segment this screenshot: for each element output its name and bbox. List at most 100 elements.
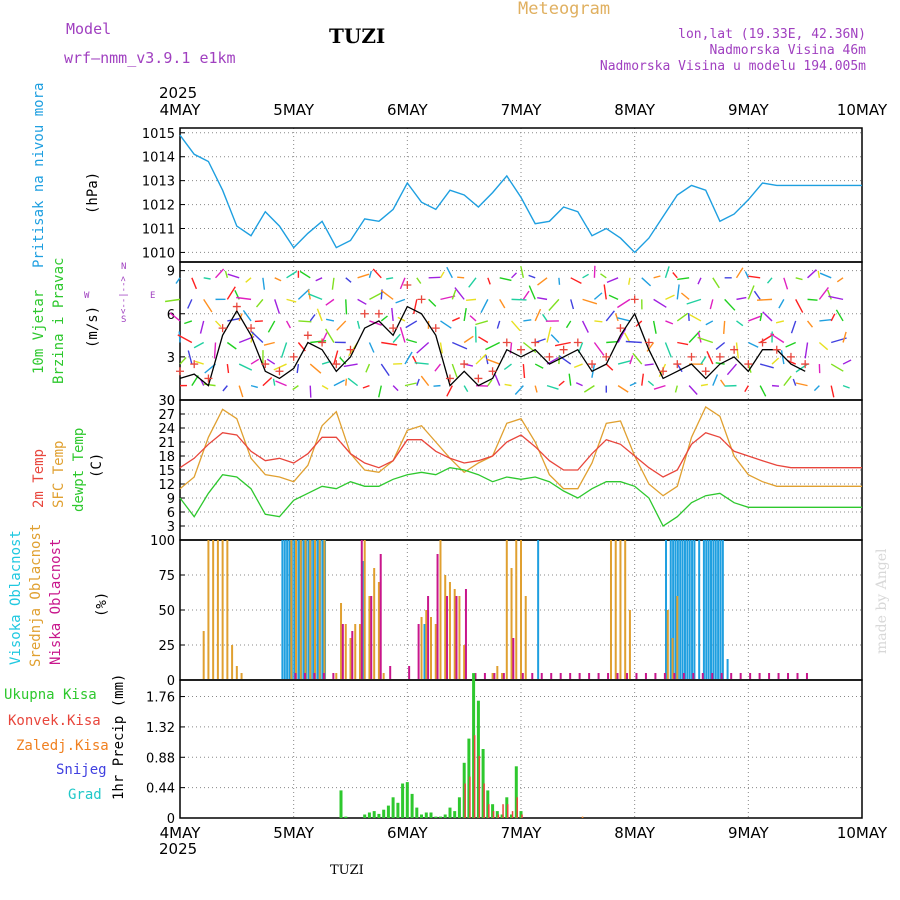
wind-arrow [842, 359, 852, 365]
wind-arrow [614, 313, 619, 322]
wind-arrow [446, 385, 453, 397]
wind-arrow [369, 291, 384, 300]
wind-arrow [771, 357, 780, 365]
temp-unit: (C) [89, 453, 105, 478]
wind-arrow [632, 352, 643, 365]
gust-marker [502, 338, 511, 347]
wind-arrow [573, 363, 583, 369]
wind-arrow [842, 384, 850, 389]
gust-marker [389, 324, 398, 333]
total-precip-bar [462, 762, 466, 818]
wind-arrow [753, 290, 761, 300]
tick-label-cloud: 0 [167, 674, 175, 689]
wind-arrow [759, 385, 767, 397]
gust-marker [744, 360, 753, 369]
pressure-label: Pritisak na nivou mora [31, 83, 47, 268]
tick-label-temp: 18 [158, 450, 175, 465]
wind-arrow [795, 277, 803, 281]
date-label-bottom: 4MAY [160, 824, 202, 842]
wind-arrow [262, 277, 266, 290]
wind-arrow [380, 363, 390, 376]
gust-marker [204, 374, 213, 383]
gust-marker [602, 352, 611, 361]
total-precip-bar [410, 793, 414, 818]
wind-compass: <--|--> N S W E [84, 262, 155, 325]
gust-marker [176, 367, 184, 376]
total-precip-bar [457, 797, 461, 818]
credit-text: made by Angel [874, 548, 890, 654]
gust-marker [559, 345, 568, 354]
wind-arrow [748, 315, 761, 322]
tick-label-precip: 0.44 [146, 782, 175, 797]
wind-arrow [537, 277, 548, 286]
wind-arrow [827, 289, 832, 300]
total-precip-bar [367, 812, 371, 818]
tick-label-wind: 0 [167, 394, 175, 409]
wind-arrow [224, 270, 229, 278]
wind-arrow [756, 298, 773, 301]
wind-arrow [187, 299, 193, 309]
wind-arrow [321, 332, 328, 343]
wind-arrow [629, 382, 637, 387]
wind-arrow [178, 331, 181, 343]
wind-arrow [674, 385, 678, 393]
dewpoint-line [179, 467, 862, 527]
wind-arrow [386, 277, 394, 280]
wind-arrow [783, 375, 792, 387]
wind-arrow [676, 363, 683, 373]
wind-arrow [333, 350, 339, 365]
wind-arrow [836, 277, 844, 283]
wind-arrow [617, 385, 629, 393]
date-label-top: 4MAY [160, 101, 202, 119]
convective-precip-bar [464, 783, 466, 818]
wind-arrow [496, 320, 501, 329]
wind-arrow [333, 379, 345, 387]
meteogram-title: Meteogram [518, 0, 610, 19]
wind-arrow [646, 342, 655, 352]
wind-arrow [677, 277, 690, 281]
wind-arrow [600, 273, 607, 279]
wind-arrow [689, 313, 702, 322]
gust-marker [616, 324, 625, 333]
gust-marker [488, 367, 497, 376]
wind-arrow [203, 277, 211, 280]
wind-arrow [629, 355, 634, 365]
gust-marker [232, 302, 241, 311]
wind-arrow [792, 378, 797, 386]
gust-marker [801, 360, 810, 369]
wind-arrow [665, 320, 674, 325]
wind-arrow [391, 307, 394, 322]
wind-arrow [362, 384, 370, 389]
wind-arrow [222, 385, 228, 392]
date-label-bottom: 9MAY [728, 824, 770, 842]
wind-arrow [736, 320, 744, 327]
wind-arrow [688, 385, 698, 395]
wind-arrow [528, 285, 536, 300]
wind-arrow [454, 287, 465, 300]
wind-arrow [641, 373, 644, 386]
wind-arrow [687, 312, 690, 321]
wind-arrow [748, 341, 759, 348]
footer-station: TUZI [330, 863, 364, 878]
wind-label-1: 10m Vjetar [31, 290, 47, 374]
wind-arrow [475, 320, 489, 326]
year-bottom: 2025 [159, 840, 197, 858]
wind-arrow [709, 299, 714, 310]
wind-arrow [466, 298, 477, 301]
total-precip-bar [443, 814, 447, 818]
wind-arrow [807, 269, 817, 279]
wind-arrow [399, 326, 406, 343]
wind-arrow [165, 298, 181, 303]
wind-arrow [558, 380, 565, 387]
wind-arrow [735, 342, 739, 359]
tick-label-precip: 0.88 [146, 751, 175, 766]
wind-arrow [238, 363, 253, 371]
total-precip-bar [476, 700, 480, 818]
compass-south: S [121, 315, 126, 325]
wind-arrow [570, 277, 582, 285]
gust-marker [588, 360, 597, 369]
gust-marker [772, 345, 781, 354]
wind-arrow [795, 382, 808, 387]
wind-arrow [830, 313, 836, 322]
wind-arrow [307, 293, 323, 301]
